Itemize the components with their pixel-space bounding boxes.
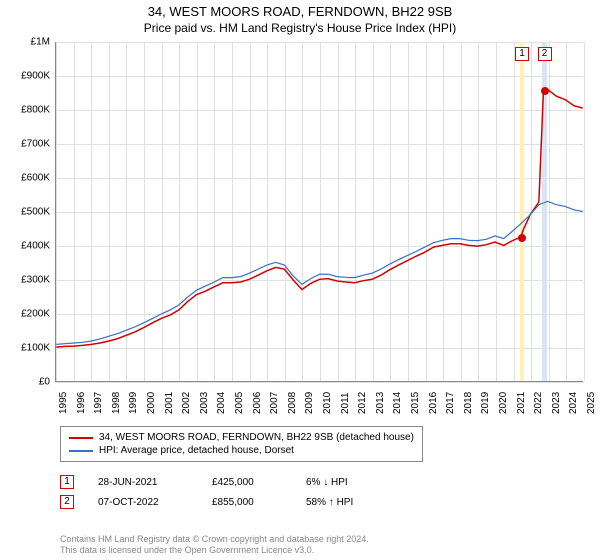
legend-label: HPI: Average price, detached house, Dors… — [99, 445, 294, 456]
chart-lines — [56, 42, 583, 381]
xtick-label: 2006 — [252, 392, 263, 414]
chart-title-1: 34, WEST MOORS ROAD, FERNDOWN, BH22 9SB — [0, 0, 600, 19]
ytick-label: £700K — [6, 139, 50, 150]
sales-table-row: 1 28-JUN-2021 £425,000 6% ↓ HPI — [60, 472, 396, 492]
xtick-label: 1999 — [128, 392, 139, 414]
xtick-label: 1998 — [111, 392, 122, 414]
series-line — [56, 89, 582, 347]
sale-marker — [518, 234, 526, 242]
ytick-label: £600K — [6, 173, 50, 184]
sale-number-box: 2 — [538, 47, 552, 61]
xtick-label: 2011 — [340, 392, 351, 414]
legend: 34, WEST MOORS ROAD, FERNDOWN, BH22 9SB … — [60, 426, 423, 462]
sales-row-date: 28-JUN-2021 — [98, 477, 188, 488]
xtick-label: 2007 — [269, 392, 280, 414]
xtick-label: 2001 — [164, 392, 175, 414]
sales-row-price: £855,000 — [212, 497, 282, 508]
xtick-label: 2004 — [216, 392, 227, 414]
xtick-label: 2002 — [181, 392, 192, 414]
xtick-label: 2000 — [146, 392, 157, 414]
xtick-label: 2023 — [551, 392, 562, 414]
sales-row-number: 1 — [60, 475, 74, 489]
sales-row-number: 2 — [60, 495, 74, 509]
legend-swatch — [69, 437, 93, 439]
attribution-line1: Contains HM Land Registry data © Crown c… — [60, 534, 369, 545]
xtick-label: 1997 — [93, 392, 104, 414]
xtick-label: 2019 — [480, 392, 491, 414]
xtick-label: 1995 — [58, 392, 69, 414]
xtick-label: 2017 — [445, 392, 456, 414]
sales-row-price: £425,000 — [212, 477, 282, 488]
sale-marker — [541, 87, 549, 95]
sales-table: 1 28-JUN-2021 £425,000 6% ↓ HPI 2 07-OCT-2022… — [60, 472, 396, 512]
xtick-label: 2015 — [410, 392, 421, 414]
ytick-label: £200K — [6, 309, 50, 320]
sales-table-row: 2 07-OCT-2022 £855,000 58% ↑ HPI — [60, 492, 396, 512]
legend-label: 34, WEST MOORS ROAD, FERNDOWN, BH22 9SB … — [99, 432, 414, 443]
xtick-label: 2016 — [428, 392, 439, 414]
sales-row-diff: 58% ↑ HPI — [306, 497, 396, 508]
ytick-label: £0 — [6, 377, 50, 388]
xtick-label: 2009 — [304, 392, 315, 414]
xtick-label: 2005 — [234, 392, 245, 414]
ytick-label: £500K — [6, 207, 50, 218]
ytick-label: £1M — [6, 37, 50, 48]
xtick-label: 2013 — [375, 392, 386, 414]
ytick-label: £100K — [6, 343, 50, 354]
legend-item: 34, WEST MOORS ROAD, FERNDOWN, BH22 9SB … — [69, 431, 414, 444]
ytick-label: £400K — [6, 241, 50, 252]
sales-row-diff: 6% ↓ HPI — [306, 477, 396, 488]
xtick-label: 2021 — [516, 392, 527, 414]
xtick-label: 2003 — [199, 392, 210, 414]
legend-swatch — [69, 450, 93, 452]
legend-item: HPI: Average price, detached house, Dors… — [69, 444, 414, 457]
sales-row-date: 07-OCT-2022 — [98, 497, 188, 508]
attribution: Contains HM Land Registry data © Crown c… — [60, 534, 369, 556]
xtick-label: 2010 — [322, 392, 333, 414]
xtick-label: 1996 — [76, 392, 87, 414]
xtick-label: 2024 — [568, 392, 579, 414]
sale-number-box: 1 — [515, 47, 529, 61]
ytick-label: £900K — [6, 71, 50, 82]
xtick-label: 2020 — [498, 392, 509, 414]
plot-area: 12 — [55, 42, 583, 382]
xtick-label: 2025 — [586, 392, 597, 414]
xtick-label: 2022 — [533, 392, 544, 414]
ytick-label: £300K — [6, 275, 50, 286]
ytick-label: £800K — [6, 105, 50, 116]
series-line — [56, 201, 582, 344]
xtick-label: 2008 — [287, 392, 298, 414]
chart-title-2: Price paid vs. HM Land Registry's House … — [0, 19, 600, 39]
xtick-label: 2014 — [392, 392, 403, 414]
xtick-label: 2018 — [463, 392, 474, 414]
attribution-line2: This data is licensed under the Open Gov… — [60, 545, 369, 556]
xtick-label: 2012 — [357, 392, 368, 414]
